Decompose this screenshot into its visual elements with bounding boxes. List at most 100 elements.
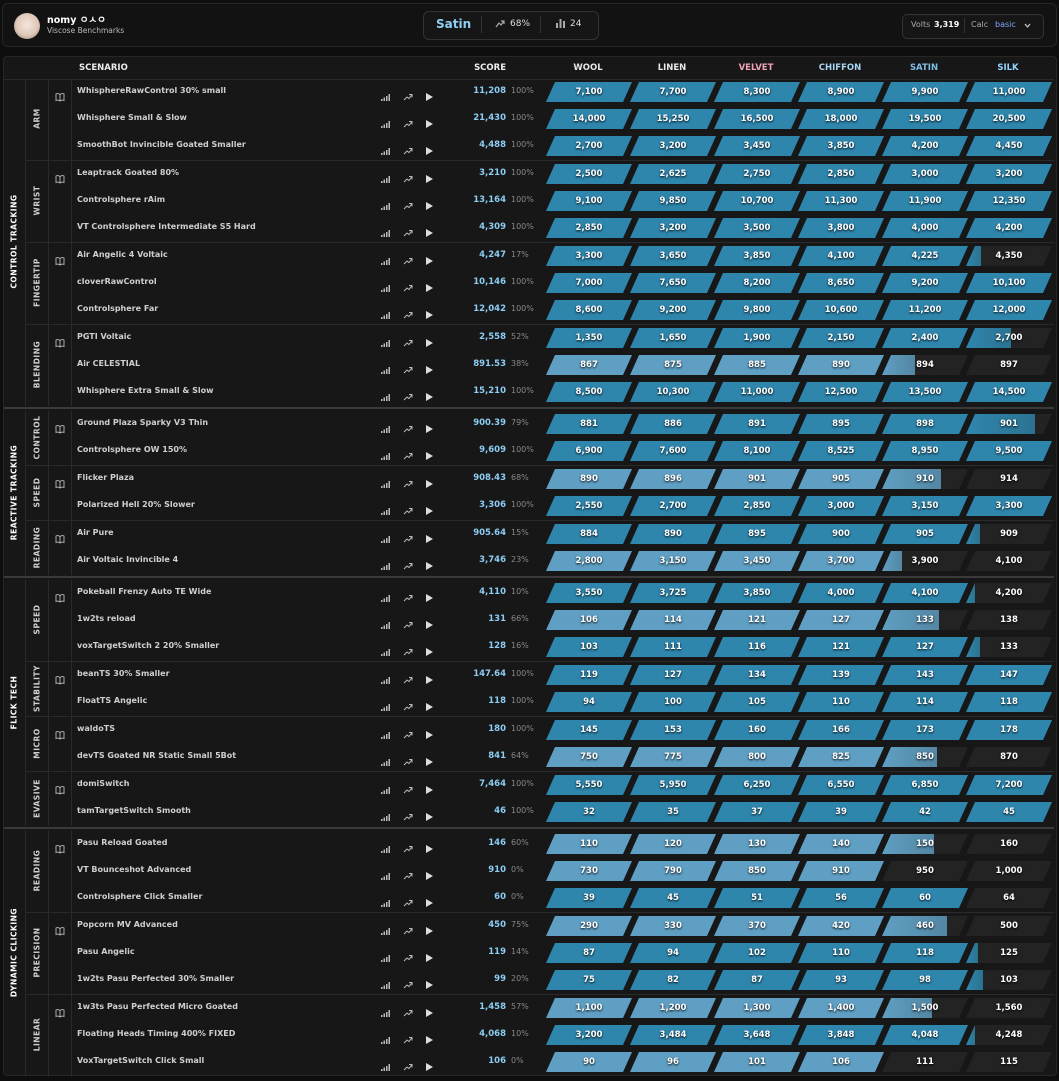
play-button[interactable] bbox=[424, 87, 434, 101]
stats-icon[interactable] bbox=[380, 1030, 390, 1044]
play-button[interactable] bbox=[424, 446, 434, 460]
scenario-name[interactable]: cloverRawControl bbox=[77, 277, 157, 286]
guide-icon[interactable] bbox=[55, 251, 65, 266]
play-button[interactable] bbox=[424, 556, 434, 570]
stats-icon[interactable] bbox=[380, 141, 390, 155]
stats-icon[interactable] bbox=[380, 807, 390, 821]
scenario-name[interactable]: tamTargetSwitch Smooth bbox=[77, 806, 191, 815]
play-button[interactable] bbox=[424, 529, 434, 543]
guide-icon[interactable] bbox=[55, 670, 65, 685]
play-button[interactable] bbox=[424, 1057, 434, 1071]
scenario-name[interactable]: Ground Plaza Sparky V3 Thin bbox=[77, 418, 209, 427]
history-icon[interactable] bbox=[403, 1030, 413, 1044]
stats-icon[interactable] bbox=[380, 921, 390, 935]
guide-icon[interactable] bbox=[55, 529, 65, 544]
history-icon[interactable] bbox=[403, 893, 413, 907]
history-icon[interactable] bbox=[403, 446, 413, 460]
guide-icon[interactable] bbox=[55, 87, 65, 102]
history-icon[interactable] bbox=[403, 223, 413, 237]
stats-icon[interactable] bbox=[380, 360, 390, 374]
play-button[interactable] bbox=[424, 278, 434, 292]
play-button[interactable] bbox=[424, 419, 434, 433]
guide-icon[interactable] bbox=[55, 921, 65, 936]
history-icon[interactable] bbox=[403, 807, 413, 821]
history-icon[interactable] bbox=[403, 305, 413, 319]
history-icon[interactable] bbox=[403, 780, 413, 794]
play-button[interactable] bbox=[424, 725, 434, 739]
play-button[interactable] bbox=[424, 839, 434, 853]
play-button[interactable] bbox=[424, 305, 434, 319]
scenario-name[interactable]: Leaptrack Goated 80% bbox=[77, 168, 180, 177]
play-button[interactable] bbox=[424, 697, 434, 711]
history-icon[interactable] bbox=[403, 114, 413, 128]
guide-icon[interactable] bbox=[55, 333, 65, 348]
history-icon[interactable] bbox=[403, 588, 413, 602]
history-icon[interactable] bbox=[403, 474, 413, 488]
scenario-name[interactable]: Floating Heads Timing 400% FIXED bbox=[77, 1029, 236, 1038]
scenario-name[interactable]: Pasu Angelic bbox=[77, 947, 135, 956]
play-button[interactable] bbox=[424, 975, 434, 989]
history-icon[interactable] bbox=[403, 866, 413, 880]
history-icon[interactable] bbox=[403, 670, 413, 684]
stats-icon[interactable] bbox=[380, 642, 390, 656]
stats-icon[interactable] bbox=[380, 948, 390, 962]
scenario-name[interactable]: Air Angelic 4 Voltaic bbox=[77, 250, 168, 259]
stats-icon[interactable] bbox=[380, 529, 390, 543]
scenario-name[interactable]: 1w2ts Pasu Perfected 30% Smaller bbox=[77, 974, 235, 983]
stats-icon[interactable] bbox=[380, 305, 390, 319]
history-icon[interactable] bbox=[403, 529, 413, 543]
history-icon[interactable] bbox=[403, 921, 413, 935]
history-icon[interactable] bbox=[403, 141, 413, 155]
scenario-name[interactable]: waldoTS bbox=[77, 724, 115, 733]
history-icon[interactable] bbox=[403, 387, 413, 401]
stats-icon[interactable] bbox=[380, 87, 390, 101]
stats-icon[interactable] bbox=[380, 670, 390, 684]
history-icon[interactable] bbox=[403, 615, 413, 629]
history-icon[interactable] bbox=[403, 975, 413, 989]
play-button[interactable] bbox=[424, 474, 434, 488]
stats-icon[interactable] bbox=[380, 725, 390, 739]
stats-icon[interactable] bbox=[380, 780, 390, 794]
stats-icon[interactable] bbox=[380, 588, 390, 602]
guide-icon[interactable] bbox=[55, 474, 65, 489]
guide-icon[interactable] bbox=[55, 725, 65, 740]
scenario-name[interactable]: Controlsphere OW 150% bbox=[77, 445, 187, 454]
stats-icon[interactable] bbox=[380, 752, 390, 766]
stats-icon[interactable] bbox=[380, 697, 390, 711]
stats-icon[interactable] bbox=[380, 251, 390, 265]
history-icon[interactable] bbox=[403, 419, 413, 433]
scenario-name[interactable]: VT Controlsphere Intermediate S5 Hard bbox=[77, 222, 256, 231]
play-button[interactable] bbox=[424, 1003, 434, 1017]
scenario-name[interactable]: Pokeball Frenzy Auto TE Wide bbox=[77, 587, 212, 596]
stats-icon[interactable] bbox=[380, 1057, 390, 1071]
history-icon[interactable] bbox=[403, 278, 413, 292]
dropdown-icon[interactable] bbox=[1024, 23, 1031, 28]
history-icon[interactable] bbox=[403, 948, 413, 962]
scenario-name[interactable]: devTS Goated NR Static Small 5Bot bbox=[77, 751, 237, 760]
scenario-name[interactable]: Air CELESTIAL bbox=[77, 359, 141, 368]
scenario-name[interactable]: Pasu Reload Goated bbox=[77, 838, 168, 847]
stats-icon[interactable] bbox=[380, 196, 390, 210]
play-button[interactable] bbox=[424, 114, 434, 128]
stats-icon[interactable] bbox=[380, 387, 390, 401]
play-button[interactable] bbox=[424, 141, 434, 155]
stats-icon[interactable] bbox=[380, 839, 390, 853]
stats-icon[interactable] bbox=[380, 975, 390, 989]
history-icon[interactable] bbox=[403, 251, 413, 265]
history-icon[interactable] bbox=[403, 196, 413, 210]
play-button[interactable] bbox=[424, 642, 434, 656]
avatar[interactable] bbox=[14, 13, 40, 39]
history-icon[interactable] bbox=[403, 360, 413, 374]
guide-icon[interactable] bbox=[55, 419, 65, 434]
scenario-name[interactable]: Controlsphere Far bbox=[77, 304, 159, 313]
calc-select[interactable]: basic bbox=[995, 20, 1016, 29]
history-icon[interactable] bbox=[403, 556, 413, 570]
play-button[interactable] bbox=[424, 196, 434, 210]
play-button[interactable] bbox=[424, 866, 434, 880]
stats-icon[interactable] bbox=[380, 474, 390, 488]
history-icon[interactable] bbox=[403, 1003, 413, 1017]
play-button[interactable] bbox=[424, 807, 434, 821]
scenario-name[interactable]: SmoothBot Invincible Goated Smaller bbox=[77, 140, 246, 149]
scenario-name[interactable]: Popcorn MV Advanced bbox=[77, 920, 178, 929]
scenario-name[interactable]: beanTS 30% Smaller bbox=[77, 669, 170, 678]
